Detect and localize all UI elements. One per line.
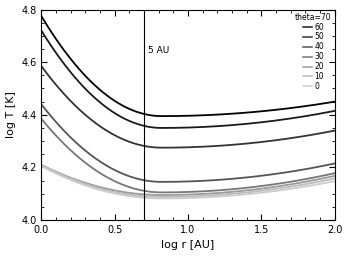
Y-axis label: log T [K]: log T [K] (6, 91, 16, 138)
Text: 5 AU: 5 AU (148, 46, 169, 55)
X-axis label: log r [AU]: log r [AU] (161, 240, 215, 250)
Legend: 60, 50, 40, 30, 20, 10, 0: 60, 50, 40, 30, 20, 10, 0 (294, 11, 333, 93)
